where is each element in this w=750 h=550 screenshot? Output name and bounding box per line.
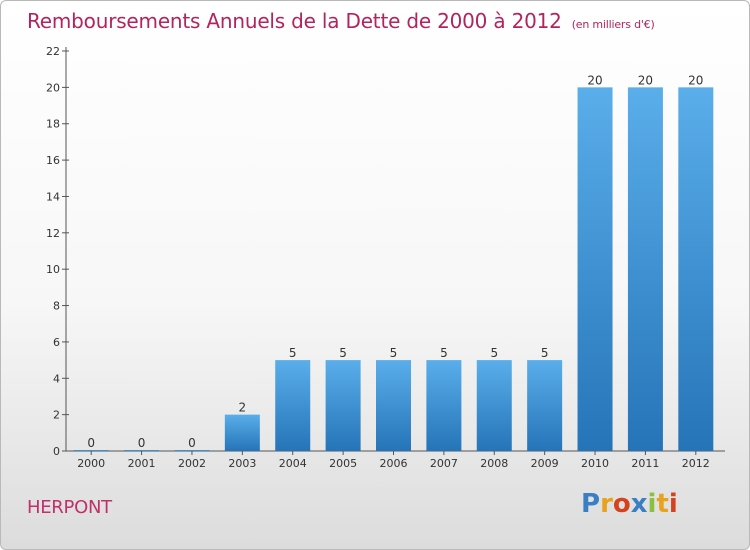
- bar: [275, 360, 311, 451]
- x-tick-label: 2011: [631, 457, 659, 470]
- x-tick-label: 2005: [329, 457, 357, 470]
- y-tick-label: 22: [46, 45, 60, 58]
- logo-letter: x: [630, 489, 648, 519]
- data-label: 0: [138, 436, 146, 450]
- commune-name: HERPONT: [27, 497, 112, 518]
- data-label: 2: [239, 401, 247, 415]
- x-tick-label: 2002: [178, 457, 206, 470]
- bar: [627, 87, 663, 451]
- bar: [376, 360, 411, 451]
- chart-unit-label: (en milliers d'€): [571, 18, 655, 31]
- x-tick-label: 2008: [480, 457, 508, 470]
- chart-title: Remboursements Annuels de la Dette de 20…: [27, 9, 655, 33]
- bar: [124, 450, 160, 451]
- data-label: 5: [289, 346, 297, 360]
- data-label: 5: [390, 346, 398, 360]
- y-tick-label: 2: [53, 409, 60, 422]
- bar: [426, 360, 462, 451]
- x-tick-label: 2004: [279, 457, 307, 470]
- x-tick-label: 2003: [228, 457, 256, 470]
- bar: [325, 360, 361, 451]
- data-label: 20: [638, 73, 653, 87]
- chart-title-text: Remboursements Annuels de la Dette de 20…: [27, 9, 562, 33]
- logo-letter: i: [668, 489, 678, 519]
- data-label: 20: [688, 73, 703, 87]
- x-tick-label: 2007: [430, 457, 458, 470]
- x-tick-label: 2006: [380, 457, 408, 470]
- y-tick-label: 20: [46, 81, 60, 94]
- logo-letter: o: [612, 489, 631, 519]
- bar: [476, 360, 512, 451]
- y-tick-label: 4: [53, 372, 60, 385]
- bar: [73, 450, 109, 451]
- x-tick-label: 2012: [682, 457, 710, 470]
- logo-letter: r: [600, 489, 613, 519]
- y-tick-label: 18: [46, 118, 60, 131]
- bar: [577, 87, 613, 451]
- data-label: 0: [188, 436, 196, 450]
- y-tick-label: 0: [53, 445, 60, 458]
- y-tick-label: 10: [46, 263, 60, 276]
- y-tick-label: 8: [53, 300, 60, 313]
- x-tick-label: 2000: [77, 457, 105, 470]
- logo-letter: P: [581, 489, 601, 519]
- data-label: 20: [587, 73, 602, 87]
- x-tick-label: 2001: [128, 457, 156, 470]
- data-label: 5: [440, 346, 448, 360]
- x-tick-label: 2009: [531, 457, 559, 470]
- bar: [527, 360, 563, 451]
- bar: [224, 414, 260, 451]
- data-label: 5: [339, 346, 347, 360]
- proxiti-logo: Proxiti: [581, 489, 678, 519]
- data-label: 5: [541, 346, 549, 360]
- y-tick-label: 6: [53, 336, 60, 349]
- y-tick-label: 16: [46, 154, 60, 167]
- data-label: 5: [490, 346, 498, 360]
- x-tick-label: 2010: [581, 457, 609, 470]
- bar: [678, 87, 714, 451]
- logo-letter: i: [647, 489, 657, 519]
- y-tick-label: 12: [46, 227, 60, 240]
- logo-letter: t: [656, 489, 669, 519]
- bar: [174, 450, 210, 451]
- data-label: 0: [87, 436, 95, 450]
- y-tick-label: 14: [46, 190, 60, 203]
